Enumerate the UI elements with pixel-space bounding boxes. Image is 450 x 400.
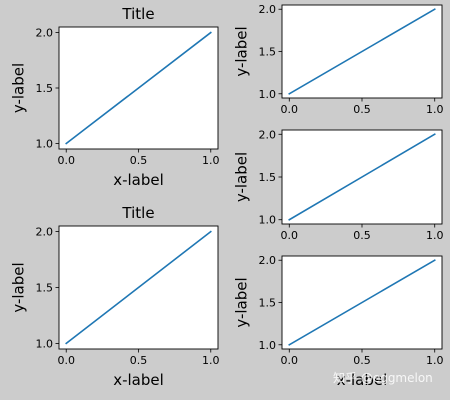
series-line-0 (288, 8, 436, 95)
y-tick-label: 1.0 (259, 339, 277, 352)
x-tick-label: 0.5 (130, 354, 148, 367)
series-line-0 (288, 133, 436, 221)
x-tick-label: 0.5 (353, 229, 371, 242)
x-tick-label: 0.5 (353, 103, 371, 116)
x-tick-label: 0.5 (353, 354, 371, 367)
y-tick-label: 1.5 (259, 46, 277, 59)
x-axis-label: x-label (113, 371, 164, 389)
y-axis-label: y-label (10, 262, 28, 312)
x-tick-label: 0.0 (281, 354, 299, 367)
series-line-0 (288, 259, 436, 346)
ax-right-1: 0.0 0.5 1.0 1.0 1.5 2.0 y-label (233, 3, 444, 116)
x-tick-label: 1.0 (202, 354, 220, 367)
ax-right-3: 0.0 0.5 1.0 1.0 1.5 2.0 x-label y-label (233, 254, 444, 389)
y-tick-label: 1.0 (36, 337, 54, 350)
x-tick-label: 0.0 (281, 103, 299, 116)
y-axis-label: y-label (233, 26, 251, 76)
ax-bottom-left: 0.0 0.5 1.0 1.0 1.5 2.0 Title x-label y-label (10, 204, 220, 389)
ax-top-left: 0.0 0.5 1.0 1.0 1.5 2.0 Title x-label y-label (10, 5, 220, 189)
y-tick-label: 1.5 (259, 297, 277, 310)
x-tick-label: 1.0 (426, 103, 444, 116)
watermark: 知乎 @eggmelon (333, 371, 433, 385)
y-tick-label: 1.0 (36, 137, 54, 150)
y-tick-label: 1.0 (259, 88, 277, 101)
x-tick-label: 0.0 (281, 229, 299, 242)
y-axis-label: y-label (233, 277, 251, 327)
y-tick-label: 2.0 (259, 3, 277, 16)
y-axis-label: y-label (233, 152, 251, 202)
chart-title: Title (121, 5, 154, 23)
chart-title: Title (121, 204, 154, 222)
y-axis-label: y-label (10, 63, 28, 113)
x-axis-label: x-label (337, 371, 388, 389)
y-tick-label: 1.5 (36, 82, 54, 95)
y-tick-label: 1.0 (259, 214, 277, 227)
ax-right-2: 0.0 0.5 1.0 1.0 1.5 2.0 y-label (233, 128, 444, 242)
y-tick-label: 2.0 (36, 226, 54, 239)
x-tick-label: 0.5 (130, 154, 148, 167)
x-tick-label: 0.0 (57, 154, 75, 167)
y-tick-label: 2.0 (259, 254, 277, 267)
series-line-0 (65, 31, 212, 145)
y-tick-label: 1.5 (36, 282, 54, 295)
series-line-0 (65, 230, 212, 345)
y-tick-label: 2.0 (36, 27, 54, 40)
x-tick-label: 1.0 (426, 229, 444, 242)
x-tick-label: 1.0 (426, 354, 444, 367)
y-tick-label: 2.0 (259, 128, 277, 141)
x-axis-label: x-label (113, 171, 164, 189)
x-tick-label: 0.0 (57, 354, 75, 367)
x-tick-label: 1.0 (202, 154, 220, 167)
y-tick-label: 1.5 (259, 171, 277, 184)
